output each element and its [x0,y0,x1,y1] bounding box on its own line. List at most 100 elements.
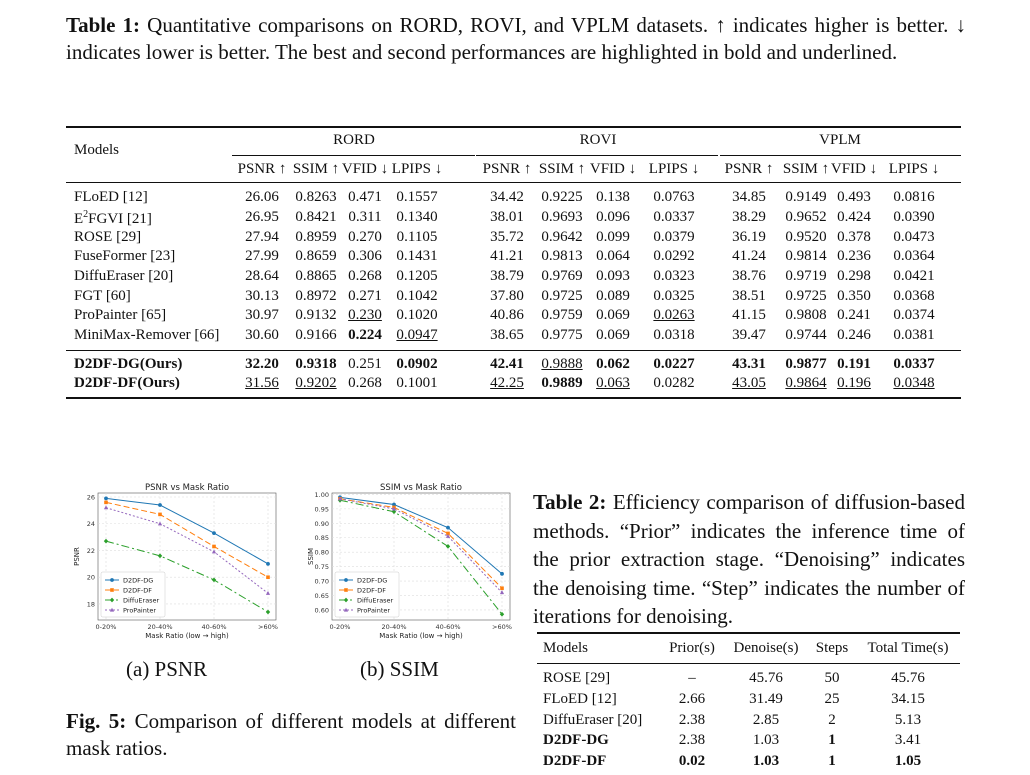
table1-row-model: DiffuEraser [20] [74,268,174,284]
table2-cell: 2.66 [678,691,706,707]
table1-cell: 0.270 [348,229,382,245]
table2-caption-label: Table 2: [533,490,607,514]
y-tick-label: 1.00 [315,491,329,499]
table2-caption: Table 2: Efficiency comparison of diffus… [533,488,965,631]
table1-cell: 0.9202 [295,375,337,391]
table1-row-model: FuseFormer [23] [74,248,176,264]
table1-cell: 0.9888 [541,356,583,372]
table2-header: Total Time(s) [867,640,949,656]
table1-cell: 0.1205 [396,268,438,284]
data-point [110,578,114,582]
table1-row-model: FLoED [12] [74,189,148,205]
data-point [446,531,450,536]
table1-cell: 0.0902 [396,356,438,372]
table2-header: Denoise(s) [733,640,799,656]
table1-cell: 0.0374 [893,307,935,323]
table1-cell: 41.21 [490,248,524,264]
table1-cell: 0.0368 [893,288,935,304]
table1-metric-header: SSIM ↑ [538,161,586,177]
y-axis-label: SSIM [307,548,315,565]
table1-cell: 0.0381 [893,327,935,343]
y-tick-label: 0.90 [315,520,329,528]
data-point [103,505,109,510]
table1-cell: 34.85 [732,189,766,205]
table1-cell: 0.9642 [541,229,583,245]
table1-cell: 0.0263 [653,307,695,323]
table1-metric-header: PSNR ↑ [482,161,532,177]
y-tick-label: 0.85 [315,534,329,542]
table1-cell: 0.230 [348,307,382,323]
table1-cell: 0.1042 [396,288,438,304]
table1-cell: 42.41 [490,356,524,372]
table1-cell: 0.0947 [396,327,438,343]
table1-cell: 42.25 [490,375,524,391]
data-point [211,577,217,583]
table1-cell: 38.51 [732,288,766,304]
chart-title: SSIM vs Mask Ratio [380,483,462,493]
y-tick-label: 0.60 [315,606,329,614]
table1-cell: 26.06 [245,189,279,205]
table1-metric-header: VFID ↓ [341,161,389,177]
data-point [212,531,216,536]
table1-metric-header: LPIPS ↓ [391,161,443,177]
data-point [110,588,114,592]
table2-cell: FLoED [12] [543,691,617,707]
table1-cell: 0.9652 [785,209,827,225]
table1-cell: 0.0379 [653,229,695,245]
y-axis-label: PSNR [73,547,81,566]
table1-cell: 0.1105 [396,229,438,245]
table2-cell: 31.49 [749,691,783,707]
table1-row-model: D2DF-DF(Ours) [74,375,180,391]
legend-entry: ProPainter [123,607,156,615]
legend-entry: ProPainter [357,607,390,615]
table1-caption-text: Quantitative comparisons on RORD, ROVI, … [66,13,966,64]
table1-cell: 26.95 [245,209,279,225]
table1-cell: 0.8972 [295,288,337,304]
table1-row-model: MiniMax-Remover [66] [74,327,220,343]
data-point [158,512,162,517]
y-tick-label: 26 [87,494,95,502]
table2: Models Prior(s) Denoise(s) Steps Total Time(… [537,632,960,775]
figure-caption-text: Comparison of different models at differ… [66,709,516,760]
table1-cell: 0.0390 [893,209,935,225]
table1-cell: 0.138 [596,189,630,205]
table1-cell: 38.79 [490,268,524,284]
table2-cell: DiffuEraser [20] [543,712,643,728]
series-line [339,498,503,593]
table2-cell: 50 [824,670,840,686]
data-point [266,575,270,580]
table1-cell: 0.8263 [295,189,337,205]
table1-cell: 0.0421 [893,268,935,284]
legend [334,571,400,618]
table1-cell: 38.65 [490,327,524,343]
table1-cell: 0.9693 [541,209,583,225]
table2-cell: 2 [828,712,836,728]
table1-cell: 0.0318 [653,327,695,343]
data-point [445,543,451,549]
table1-cell: 0.251 [348,356,382,372]
table1-cell: 0.9877 [785,356,827,372]
table1-metric-header: SSIM ↑ [292,161,340,177]
table1-cell: 0.1431 [396,248,438,264]
x-tick-label: 0-20% [330,623,351,631]
table1-cell: 0.1340 [396,209,438,225]
table1-cell: 0.424 [837,209,871,225]
table2-cell: 1 [828,732,836,748]
series-line [339,499,503,615]
table1-cell: 0.0325 [653,288,695,304]
table2-cell: 2.38 [678,732,706,748]
data-point [500,571,504,576]
table1-metric-header: SSIM ↑ [782,161,830,177]
table1-cell: 0.093 [596,268,630,284]
table1-row-model: E2FGVI [21] [74,209,152,228]
table1-cell: 30.97 [245,307,279,323]
table1-cell: 0.298 [837,268,871,284]
series-line [105,497,269,565]
table1-cell: 0.089 [596,288,630,304]
table1-group-header: ROVI [579,132,617,148]
table1-cell: 27.94 [245,229,279,245]
legend-entry: D2DF-DF [123,587,152,595]
table1-cell: 0.9813 [541,248,583,264]
table1-cell: 34.42 [490,189,524,205]
table1-cell: 0.0348 [893,375,935,391]
